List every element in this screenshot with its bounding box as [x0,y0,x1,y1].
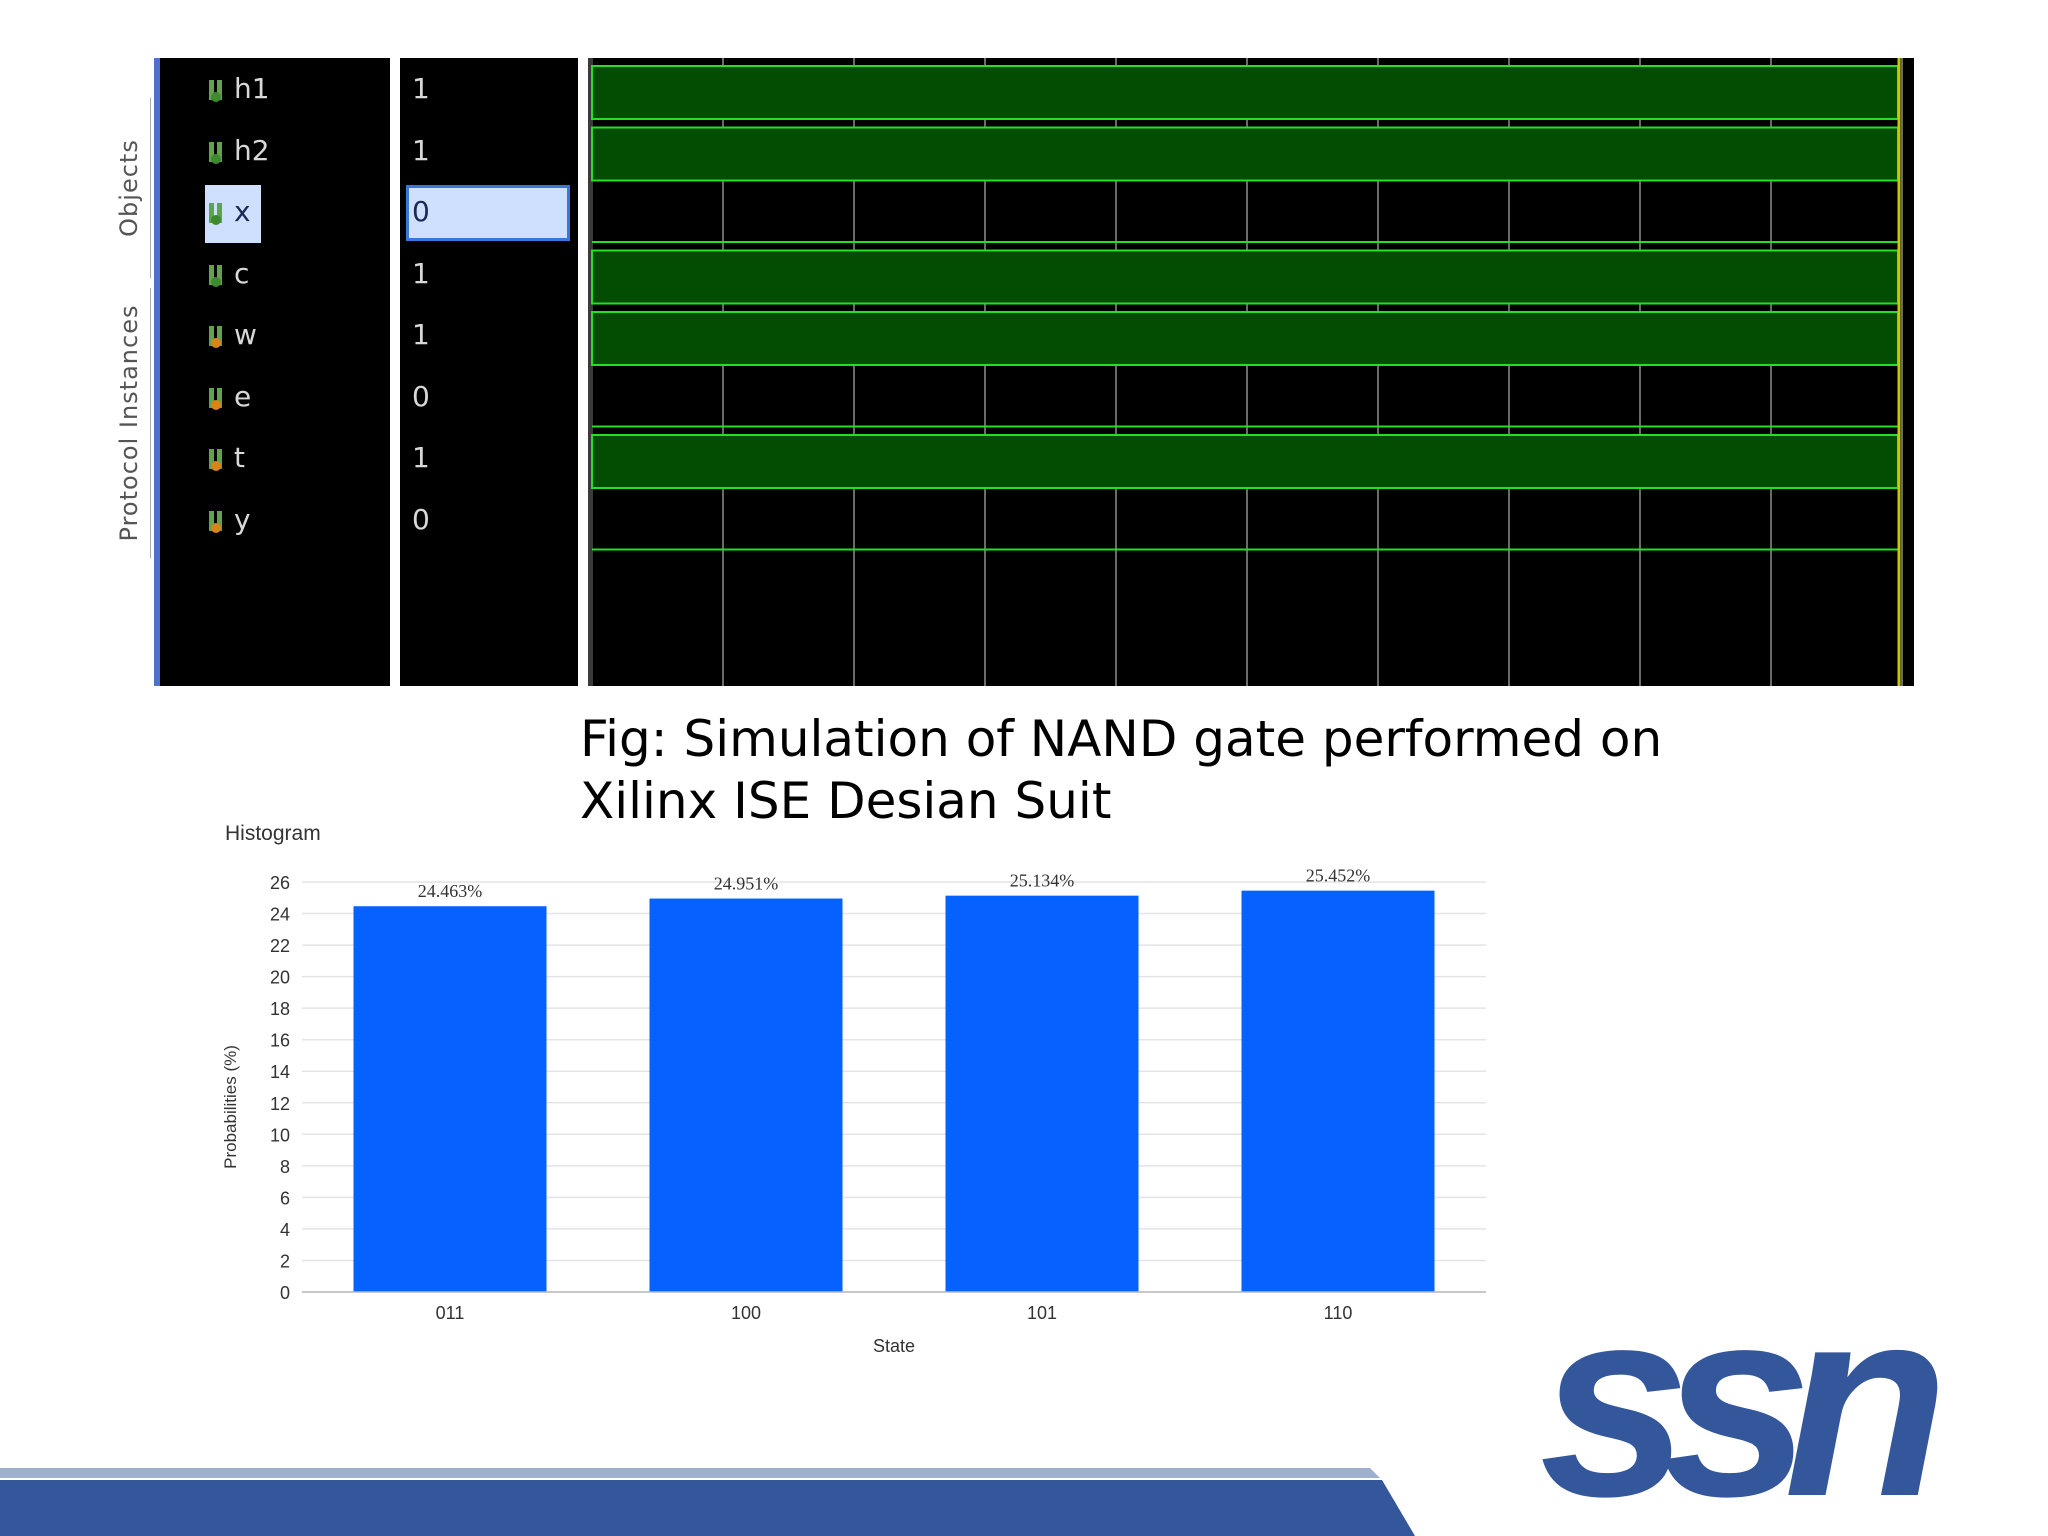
output-signal-icon [209,449,222,471]
y-tick-label: 26 [270,873,290,893]
footer-accent-stripe [0,1468,1380,1478]
signal-value: 0 [412,502,430,536]
signal-name: e [234,379,252,413]
signal-name: h2 [234,133,270,167]
signal-value-row-w[interactable]: 1 [400,306,578,367]
tab-objects[interactable]: Objects [108,98,151,278]
signal-name-column: h1 h2 x c w e t y [160,58,390,686]
bar-101 [945,895,1139,1292]
y-tick-label: 22 [270,936,290,956]
signal-name: t [234,441,245,474]
footer-stripe [0,1480,1415,1536]
x-tick-label: 110 [1324,1303,1353,1323]
output-signal-icon [209,510,222,533]
tab-protocol-label: Protocol Instances [115,304,143,542]
panel-edge [154,58,160,686]
data-label: 25.452% [1306,866,1371,886]
bar-011 [353,906,547,1292]
side-tab-bar: Objects Protocol Instances [108,58,151,558]
y-tick-label: 16 [270,1031,290,1051]
signal-row-x[interactable]: x [160,183,390,244]
signal-value-row-c[interactable]: 1 [400,245,578,306]
input-signal-icon [209,80,222,102]
signal-name: w [234,318,257,351]
value-selection-box [406,185,570,241]
figure-caption: Fig: Simulation of NAND gate performed o… [580,708,1662,832]
y-tick-label: 6 [280,1188,290,1208]
ssn-logo: ssn [1539,1300,1967,1530]
signal-row-w[interactable]: w [160,306,390,367]
waveform-high-t [591,434,1899,489]
signal-value-row-h1[interactable]: 1 [400,60,578,121]
input-signal-icon [209,141,222,164]
tab-protocol-instances[interactable]: Protocol Instances [108,288,151,558]
x-tick-label: 100 [731,1303,761,1323]
signal-value-row-h2[interactable]: 1 [400,122,578,183]
signal-row-t[interactable]: t [160,429,390,490]
signal-value: 0 [412,379,430,413]
bar-110 [1241,890,1435,1292]
signal-name: y [234,502,251,536]
y-tick-label: 0 [280,1283,290,1303]
y-tick-label: 14 [270,1062,290,1082]
x-tick-label: 101 [1027,1303,1057,1323]
x-tick-label: 011 [436,1303,465,1323]
signal-name: x [234,195,251,228]
signal-row-h1[interactable]: h1 [160,60,390,121]
footer-band [0,1468,1415,1536]
signal-value-row-t[interactable]: 1 [400,429,578,490]
y-tick-label: 4 [280,1220,290,1240]
caption-line-1: Fig: Simulation of NAND gate performed o… [580,710,1663,768]
signal-row-e[interactable]: e [160,368,390,429]
signal-value: 1 [412,256,430,290]
y-tick-label: 12 [270,1094,290,1114]
signal-row-c[interactable]: c [160,245,390,306]
logo-text: ssn [1539,1300,1939,1530]
waveform-high-h2 [591,126,1899,182]
waveform-left-edge [588,58,593,686]
signal-row-h2[interactable]: h2 [160,122,390,183]
y-axis-title: Probabilities (%) [221,1045,240,1169]
selection-highlight [205,185,261,243]
input-signal-icon [209,203,222,225]
signal-value-column: 1 1 0 1 1 0 1 0 [400,58,578,686]
signal-value: 1 [412,441,430,474]
x-axis-title: State [873,1336,915,1356]
signal-value-row-x[interactable]: 0 [400,183,578,244]
waveform-high-c [591,249,1899,305]
waveform-high-h1 [591,65,1899,120]
signal-value: 1 [412,318,430,351]
signal-value-row-y[interactable]: 0 [400,491,578,552]
caption-line-2: Xilinx ISE Desian Suit [580,772,1112,830]
input-signal-icon [209,264,222,287]
output-signal-icon [209,326,222,348]
y-tick-label: 20 [270,968,290,988]
chart-title: Histogram [225,822,321,845]
data-label: 24.951% [714,874,779,894]
data-label: 25.134% [1010,871,1075,891]
signal-name: h1 [234,72,270,105]
data-label: 24.463% [418,881,483,901]
waveform-high-w [591,311,1899,366]
signal-value-row-e[interactable]: 0 [400,368,578,429]
signal-row-y[interactable]: y [160,491,390,552]
bar-100 [649,898,843,1292]
y-tick-label: 8 [280,1157,290,1177]
signal-value: 0 [412,195,430,228]
y-tick-label: 10 [270,1125,290,1145]
y-tick-label: 18 [270,999,290,1019]
y-tick-label: 24 [270,905,290,925]
tab-objects-label: Objects [115,139,143,237]
signal-value: 1 [412,72,430,105]
waveform-panel[interactable] [588,58,1914,686]
waveform-canvas[interactable] [588,58,1914,686]
output-signal-icon [209,387,222,410]
signal-name: c [234,256,250,290]
signal-value: 1 [412,133,430,167]
y-tick-label: 2 [280,1251,290,1271]
